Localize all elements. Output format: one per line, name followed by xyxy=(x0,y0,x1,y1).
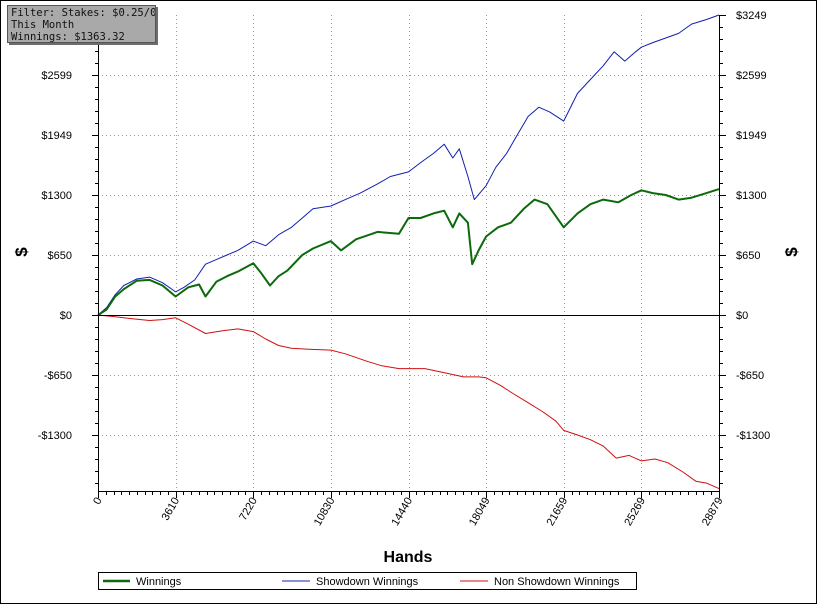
y-tick-label-left: $0 xyxy=(60,310,72,322)
y-tick-label-left: $2599 xyxy=(41,70,72,82)
winnings-line xyxy=(97,188,720,316)
y-tick-label-right: $2599 xyxy=(736,70,767,82)
filter-info-box: Filter: Stakes: $0.25/0.5 NL This Month … xyxy=(7,5,156,43)
x-axis-label: Hands xyxy=(384,549,433,566)
y-tick-label-left: $1949 xyxy=(41,130,72,142)
y-tick-label-right: $1300 xyxy=(736,190,767,202)
x-tick-label: 0 xyxy=(91,496,104,507)
filter-period-text: This Month xyxy=(11,19,75,31)
y-tick-label-right: $0 xyxy=(736,310,748,322)
showdown-winnings-line xyxy=(97,14,720,316)
y-tick-label-left: -$650 xyxy=(44,370,72,382)
legend-label-winnings: Winnings xyxy=(136,576,182,588)
filter-stakes-text: Filter: Stakes: $0.25/0.5 NL xyxy=(11,7,156,19)
total-winnings-text: Winnings: $1363.32 xyxy=(11,31,125,43)
legend-label-non-showdown: Non Showdown Winnings xyxy=(494,576,620,588)
y-axis-label-right: $ xyxy=(782,247,801,257)
y-tick-label-right: $3249 xyxy=(736,10,767,22)
y-tick-label-left: $650 xyxy=(48,250,72,262)
y-tick-label-right: -$650 xyxy=(736,370,764,382)
non-showdown-winnings-line xyxy=(97,314,720,490)
y-tick-label-left: -$1300 xyxy=(38,430,72,442)
legend: Winnings Showdown Winnings Non Showdown … xyxy=(98,572,637,590)
y-tick-label-right: $650 xyxy=(736,250,760,262)
y-tick-label-left: $1300 xyxy=(41,190,72,202)
y-tick-label-right: $1949 xyxy=(736,130,767,142)
y-axis-label-left: $ xyxy=(12,247,31,257)
legend-label-showdown: Showdown Winnings xyxy=(316,576,419,588)
y-tick-label-right: -$1300 xyxy=(736,430,770,442)
grid xyxy=(98,15,719,491)
series-lines xyxy=(97,14,720,490)
